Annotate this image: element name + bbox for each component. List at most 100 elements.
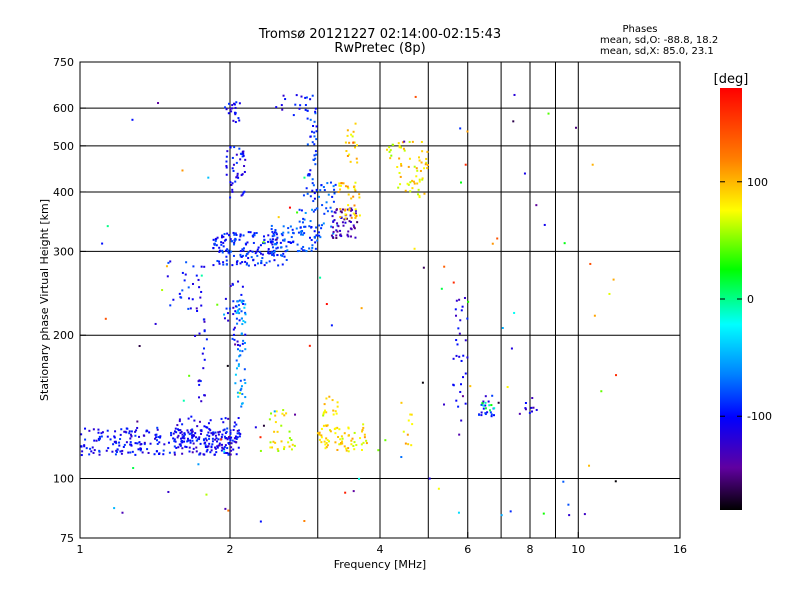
- data-point: [350, 235, 353, 238]
- data-point: [349, 209, 352, 212]
- data-point: [276, 448, 279, 451]
- data-point: [302, 194, 305, 197]
- data-point: [156, 442, 159, 445]
- data-point: [274, 441, 277, 444]
- data-point: [156, 428, 159, 431]
- data-point: [362, 423, 365, 426]
- data-point: [167, 490, 170, 493]
- data-point: [228, 436, 231, 439]
- data-point: [119, 450, 122, 453]
- data-point: [256, 248, 259, 251]
- data-point: [325, 303, 328, 306]
- data-point: [341, 221, 344, 224]
- data-point: [313, 131, 316, 134]
- data-point: [358, 196, 361, 199]
- data-point: [210, 449, 213, 452]
- data-point: [480, 411, 483, 414]
- data-point: [282, 231, 285, 234]
- data-point: [340, 211, 343, 214]
- data-point: [226, 248, 229, 251]
- data-point: [315, 188, 318, 191]
- data-point: [279, 254, 282, 257]
- data-point: [284, 98, 287, 101]
- data-point: [88, 429, 91, 432]
- data-point: [223, 451, 226, 454]
- data-point: [139, 449, 142, 452]
- data-point: [154, 437, 157, 440]
- data-point: [270, 412, 273, 415]
- data-point: [233, 425, 236, 428]
- data-point: [231, 190, 234, 193]
- data-point: [270, 224, 273, 227]
- data-point: [97, 437, 100, 440]
- data-point: [234, 343, 237, 346]
- data-point: [241, 393, 244, 396]
- data-point: [244, 158, 247, 161]
- data-point: [341, 440, 344, 443]
- data-point: [243, 165, 246, 168]
- data-point: [308, 247, 311, 250]
- data-point: [273, 259, 276, 262]
- data-point: [236, 348, 239, 351]
- data-point: [410, 444, 413, 447]
- data-point: [273, 233, 276, 236]
- data-point: [583, 513, 586, 516]
- data-point: [208, 437, 211, 440]
- data-point: [418, 196, 421, 199]
- data-point: [183, 432, 186, 435]
- data-point: [269, 238, 272, 241]
- data-point: [229, 196, 232, 199]
- data-point: [143, 441, 146, 444]
- data-point: [136, 426, 139, 429]
- data-point: [263, 238, 266, 241]
- data-point: [410, 413, 413, 416]
- data-point: [213, 453, 216, 456]
- data-point: [229, 146, 232, 149]
- data-point: [200, 400, 203, 403]
- data-point: [222, 421, 225, 424]
- data-point: [339, 216, 342, 219]
- data-point: [315, 226, 318, 229]
- data-point: [568, 514, 571, 517]
- data-point: [188, 297, 191, 300]
- data-point: [308, 174, 311, 177]
- data-point: [223, 317, 226, 320]
- data-point: [232, 231, 235, 234]
- data-point: [230, 449, 233, 452]
- data-point: [181, 452, 184, 455]
- data-point: [227, 509, 230, 512]
- colorbar-tick-label: 0: [747, 293, 754, 306]
- data-point: [193, 419, 196, 422]
- y-tick-label: 100: [53, 473, 74, 486]
- data-point: [180, 437, 183, 440]
- data-point: [313, 120, 316, 123]
- data-point: [271, 253, 274, 256]
- data-point: [227, 452, 230, 455]
- data-point: [237, 176, 240, 179]
- data-point: [267, 250, 270, 253]
- data-point: [146, 448, 149, 451]
- data-point: [229, 453, 232, 456]
- data-point: [315, 130, 318, 133]
- data-point: [310, 239, 313, 242]
- data-point: [200, 274, 203, 277]
- data-point: [386, 148, 389, 151]
- data-point: [350, 133, 353, 136]
- data-point: [313, 197, 316, 200]
- data-point: [325, 397, 328, 400]
- data-point: [206, 448, 209, 451]
- data-point: [259, 436, 262, 439]
- data-point: [284, 250, 287, 253]
- data-point: [299, 226, 302, 229]
- data-point: [530, 406, 533, 409]
- data-point: [426, 150, 429, 153]
- data-point: [280, 440, 283, 443]
- data-point: [192, 435, 195, 438]
- data-point: [227, 319, 230, 322]
- data-point: [163, 443, 166, 446]
- data-point: [135, 429, 138, 432]
- data-point: [484, 404, 487, 407]
- data-point: [240, 301, 243, 304]
- data-point: [339, 210, 342, 213]
- data-point: [240, 255, 243, 258]
